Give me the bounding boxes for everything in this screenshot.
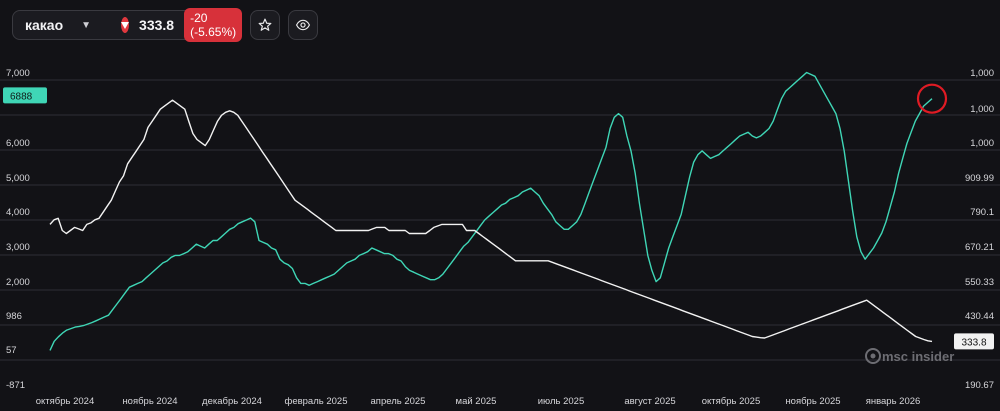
left-tick-label: 4,000 [6,207,30,218]
left-tick-label: 5,000 [6,173,30,184]
x-tick-label: ноябрь 2024 [122,396,177,407]
asset-selector[interactable]: какао ▼ 333.8 -20 (-5.65%) [12,8,243,42]
right-tick-label: 909.99 [965,173,994,184]
x-tick-label: август 2025 [624,396,675,407]
top-toolbar: какао ▼ 333.8 -20 (-5.65%) [12,8,318,42]
watermark-logo-icon [865,348,881,364]
left-value-badge [3,87,47,104]
axis-badges: 333.8 6888 [3,87,994,350]
x-tick-label: май 2025 [456,396,497,407]
x-tick-label: октябрь 2024 [36,396,95,407]
right-tick-label: 550.33 [965,277,994,288]
price-series-line [49,99,933,343]
favorite-button[interactable] [250,10,280,40]
right-price-badge [954,333,994,350]
gridlines [0,79,1000,361]
left-tick-label: 2,000 [6,277,30,288]
x-tick-label: февраль 2025 [285,396,348,407]
right-tick-label: 1,000 [970,138,994,149]
x-tick-label: апрель 2025 [371,396,426,407]
right-tick-label: 670.21 [965,242,994,253]
left-value-badge-label: 6888 [10,91,33,102]
watermark: msc insider [882,349,954,364]
chevron-down-icon[interactable]: ▼ [81,19,92,31]
left-tick-label: 57 [6,345,17,356]
x-axis: октябрь 2024 ноябрь 2024 декабрь 2024 февра… [36,396,921,407]
left-tick-label: 7,000 [6,68,30,79]
right-axis: 1,000 1,000 1,000 909.99 790.1 670.21 550.33 43… [965,68,994,391]
right-tick-label: 790.1 [970,207,994,218]
triangle-down-icon [121,17,130,33]
left-axis: 7,000 6,000 5,000 4,000 3,000 2,000 986 57 -871 [6,68,30,391]
right-price-badge-label: 333.8 [961,337,986,348]
x-tick-label: декабрь 2024 [202,396,262,407]
x-tick-label: январь 2026 [866,396,921,407]
current-price: 333.8 [139,17,175,33]
left-tick-label: 3,000 [6,242,30,253]
x-tick-label: октябрь 2025 [702,396,761,407]
left-tick-label: -871 [6,380,25,391]
right-tick-label: 1,000 [970,104,994,115]
right-tick-label: 430.44 [965,311,994,322]
eye-icon [295,19,311,31]
cot-series-line [49,71,933,351]
highlight-circle [916,83,948,114]
left-tick-label: 6,000 [6,138,30,149]
series-layer [49,71,933,351]
asset-name: какао [25,17,64,33]
x-tick-label: ноябрь 2025 [785,396,840,407]
right-tick-label: 1,000 [970,68,994,79]
view-toggle-button[interactable] [288,10,318,40]
star-icon [258,18,272,31]
right-tick-label: 190.67 [965,380,994,391]
x-tick-label: июль 2025 [538,396,585,407]
left-tick-label: 986 [6,311,22,322]
price-change-badge: -20 (-5.65%) [184,8,243,42]
